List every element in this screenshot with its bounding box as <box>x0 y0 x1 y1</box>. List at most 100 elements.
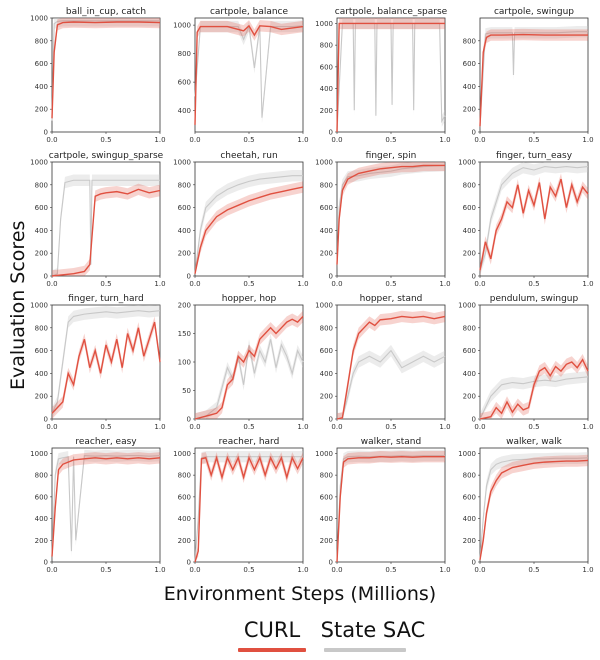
panel-14: walker, stand 0 200 400 600 800 1000 0.0 0.5 1.0 <box>315 437 450 574</box>
panel-title: cheetah, run <box>220 151 277 161</box>
y-tick-label: 800 <box>35 37 48 45</box>
series-line-state-sac <box>479 31 588 127</box>
y-tick-label: 400 <box>320 370 333 378</box>
x-tick-label: 1.0 <box>297 280 308 288</box>
panel-title: reacher, hard <box>219 437 280 447</box>
x-tick-label: 0.5 <box>528 136 539 144</box>
panel-2: cartpole, balance_sparse 0 200 400 600 800 100… <box>315 7 450 144</box>
x-tick-label: 1.0 <box>582 423 593 431</box>
x-tick-label: 0.5 <box>243 566 254 574</box>
y-tick-label: 1000 <box>30 302 48 310</box>
plot-frame <box>479 447 589 563</box>
y-tick-label: 1000 <box>173 159 191 167</box>
series-band-state-sac <box>52 305 160 419</box>
x-tick-label: 0.0 <box>474 423 485 431</box>
series-line-curl <box>336 164 445 265</box>
y-tick-label: 1000 <box>30 15 48 23</box>
y-tick-label: 1000 <box>315 20 333 28</box>
legend-swatch-state-sac <box>324 648 406 652</box>
series-band-state-sac <box>480 162 588 276</box>
series-line-curl <box>194 315 304 420</box>
panel-4: cartpole, swingup_sparse 0 200 400 600 800 100… <box>30 151 165 288</box>
series-band-state-sac <box>52 449 160 562</box>
panel-title: pendulum, swingup <box>490 294 579 304</box>
plot-frame <box>51 304 161 420</box>
x-tick-label: 1.0 <box>154 566 165 574</box>
panel-title: hopper, hop <box>222 294 277 304</box>
y-tick-label: 600 <box>178 204 191 212</box>
series-band-curl <box>195 20 303 131</box>
x-tick-label: 0.0 <box>46 136 57 144</box>
series-band-state-sac <box>480 371 588 419</box>
y-tick-label: 400 <box>35 370 48 378</box>
y-tick-label: 0 <box>44 559 48 567</box>
x-tick-label: 0.0 <box>331 423 342 431</box>
y-tick-label: 1000 <box>30 159 48 167</box>
y-tick-label: 200 <box>463 393 476 401</box>
plot-frame <box>479 161 589 277</box>
x-tick-label: 1.0 <box>439 280 450 288</box>
legend-swatch-curl <box>238 648 306 652</box>
y-tick-label: 0 <box>472 416 476 424</box>
series-band-state-sac <box>337 162 445 271</box>
y-tick-label: 200 <box>320 250 333 258</box>
y-tick-label: 0 <box>472 273 476 281</box>
y-tick-label: 1000 <box>30 450 48 458</box>
panel-title: finger, turn_easy <box>496 151 573 161</box>
y-tick-label: 200 <box>463 106 476 114</box>
x-tick-label: 0.5 <box>243 423 254 431</box>
y-tick-label: 0 <box>329 559 333 567</box>
y-tick-label: 600 <box>320 63 333 71</box>
y-tick-label: 400 <box>320 85 333 93</box>
y-tick-label: 400 <box>463 515 476 523</box>
series-band-curl <box>337 450 445 562</box>
panel-title: hopper, stand <box>360 294 423 304</box>
series-line-state-sac <box>51 20 160 121</box>
x-tick-label: 0.0 <box>189 423 200 431</box>
panel-0: ball_in_cup, catch 0 200 400 600 800 1000 0.0 0.… <box>30 7 165 144</box>
x-tick-label: 0.5 <box>385 566 396 574</box>
y-tick-label: 600 <box>463 204 476 212</box>
y-axis-label: Evaluation Scores <box>7 220 29 390</box>
x-tick-label: 0.5 <box>243 280 254 288</box>
panel-title: walker, walk <box>506 437 563 447</box>
y-tick-label: 1000 <box>458 302 476 310</box>
series-band-curl <box>480 454 588 562</box>
y-tick-label: 0 <box>44 273 48 281</box>
panel-3: cartpole, swingup 0 200 400 600 800 0.0 0.5 1.0 <box>463 7 594 144</box>
legend-item-curl: CURL <box>232 618 312 652</box>
series-line-curl <box>194 186 304 274</box>
panel-title: reacher, easy <box>75 437 137 447</box>
series-line-state-sac <box>479 376 589 420</box>
x-tick-label: 0.0 <box>189 136 200 144</box>
x-axis-label: Environment Steps (Millions) <box>163 583 437 605</box>
y-tick-label: 0 <box>329 273 333 281</box>
x-tick-label: 1.0 <box>297 423 308 431</box>
x-tick-label: 0.5 <box>100 136 111 144</box>
legend: CURL State SAC <box>0 618 600 658</box>
x-tick-label: 0.5 <box>385 423 396 431</box>
series-line-curl <box>336 315 446 420</box>
series-line-state-sac <box>194 339 304 420</box>
y-tick-label: 600 <box>320 493 333 501</box>
x-tick-label: 0.0 <box>46 280 57 288</box>
x-tick-label: 0.0 <box>189 566 200 574</box>
y-tick-label: 400 <box>463 227 476 235</box>
panel-13: reacher, hard 0 200 400 600 800 1000 0.0 0.5 1.0 <box>173 437 308 574</box>
y-tick-label: 1000 <box>458 159 476 167</box>
panel-title: ball_in_cup, catch <box>66 7 146 17</box>
y-tick-label: 400 <box>35 227 48 235</box>
y-tick-label: 800 <box>178 50 191 58</box>
panel-10: hopper, stand 0 200 400 600 800 1000 0.0 0.5 1.0 <box>315 294 450 431</box>
y-tick-label: 0 <box>187 559 191 567</box>
y-tick-label: 200 <box>35 537 48 545</box>
x-tick-label: 1.0 <box>582 136 593 144</box>
y-tick-label: 200 <box>178 250 191 258</box>
y-tick-label: 1000 <box>173 450 191 458</box>
y-tick-label: 0 <box>187 273 191 281</box>
x-tick-label: 0.5 <box>385 136 396 144</box>
panel-title: cartpole, swingup <box>494 7 574 17</box>
y-tick-label: 400 <box>35 515 48 523</box>
series-band-state-sac <box>195 169 303 276</box>
y-tick-label: 400 <box>463 370 476 378</box>
